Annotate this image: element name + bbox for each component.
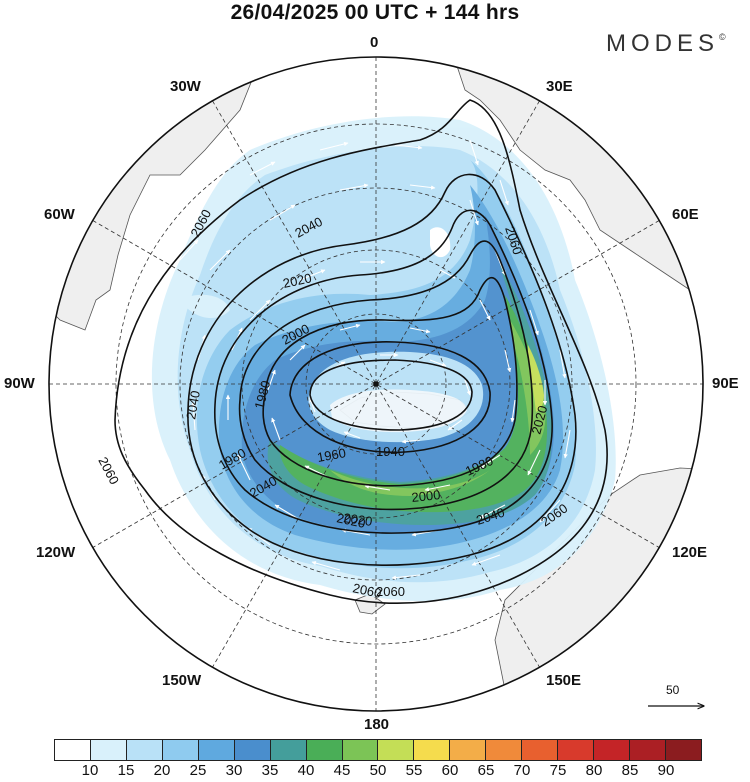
- contour-2040: [187, 173, 577, 566]
- colorbar-segment: [486, 740, 523, 760]
- brand-mark: ©: [719, 32, 726, 42]
- colorbar-segment: [342, 740, 379, 760]
- contour-label: 1940: [376, 444, 405, 459]
- colorbar-tick-label: 40: [297, 762, 315, 779]
- lon-label-120e: 120E: [672, 544, 708, 561]
- contour-label: 2040: [183, 389, 203, 420]
- colorbar-segment: [90, 740, 127, 760]
- contour-2060: [114, 99, 608, 604]
- shade-40-45: [279, 295, 548, 513]
- colorbar-segment: [558, 740, 595, 760]
- colorbar-labels: 10 15 20 25 30 35 40 45 50 55 60 65 70 75 80 85 90: [54, 762, 702, 782]
- lon-label-150e: 150E: [546, 672, 582, 689]
- colorbar-segment: [234, 740, 271, 760]
- colorbar-tick-label: 45: [333, 762, 351, 779]
- map-disk: 2060 2040 2020 2000 1980 1960 1940 2060 …: [49, 57, 703, 711]
- lon-label-60w: 60W: [44, 206, 75, 223]
- colorbar-tick-label: 20: [153, 762, 171, 779]
- contour-label: 2060: [376, 584, 405, 599]
- colorbar-segment: [414, 740, 451, 760]
- colorbar-tick-label: 55: [405, 762, 423, 779]
- colorbar-segment: [450, 740, 487, 760]
- lon-label-60e: 60E: [672, 206, 699, 223]
- colorbar-segment: [270, 740, 307, 760]
- colorbar-segment: [306, 740, 343, 760]
- height-contours: [114, 99, 608, 604]
- colorbar-tick-label: 85: [621, 762, 639, 779]
- lon-label-90w: 90W: [4, 375, 35, 392]
- contour-2000: [238, 240, 534, 511]
- colorbar-segment: [522, 740, 559, 760]
- lon-label-90e: 90E: [712, 375, 739, 392]
- map-title: 26/04/2025 00 UTC + 144 hrs: [230, 1, 520, 24]
- colorbar-tick-label: 60: [441, 762, 459, 779]
- contour-2020: [214, 209, 553, 534]
- shade-patch-northwest: [180, 294, 230, 319]
- contour-1960: [289, 341, 491, 454]
- contour-label: 2000: [411, 487, 441, 505]
- reference-vector-arrow: [648, 686, 714, 716]
- contour-label: 2060: [351, 580, 382, 601]
- colorbar-segment: [378, 740, 415, 760]
- colorbar-segment: [162, 740, 199, 760]
- colorbar-tick-label: 10: [81, 762, 99, 779]
- colorbar-tick-label: 80: [585, 762, 603, 779]
- colorbar-tick-label: 70: [513, 762, 531, 779]
- shade-45-50-south: [330, 470, 490, 496]
- lon-label-180: 180: [364, 716, 390, 733]
- brand-logo: MODES©: [606, 30, 726, 58]
- lon-label-120w: 120W: [36, 544, 76, 561]
- pole-point: [373, 381, 379, 387]
- lon-label-0: 0: [370, 34, 379, 51]
- colorbar-segment: [594, 740, 630, 760]
- colorbar: [54, 739, 702, 761]
- colorbar-tick-label: 30: [225, 762, 243, 779]
- colorbar-segment: [126, 740, 163, 760]
- colorbar-tick-label: 50: [369, 762, 387, 779]
- lon-label-30w: 30W: [170, 78, 201, 95]
- colorbar-tick-label: 90: [657, 762, 675, 779]
- contour-label: 2020: [528, 404, 550, 436]
- contour-label: 2020: [282, 270, 313, 291]
- colorbar-tick-label: 75: [549, 762, 567, 779]
- colorbar-segment: [665, 740, 701, 760]
- brand-name: MODES: [606, 30, 720, 57]
- map-boundary: [48, 56, 704, 712]
- contour-label: 2020: [335, 510, 366, 531]
- shade-core-white: [330, 389, 467, 433]
- colorbar-segment: [198, 740, 235, 760]
- shade-45-50: [510, 320, 546, 455]
- colorbar-tick-label: 25: [189, 762, 207, 779]
- contour-label: 2020: [343, 510, 374, 529]
- polar-map: 2060 2040 2020 2000 1980 1960 1940 2060 …: [48, 56, 704, 712]
- wind-shading: [151, 116, 616, 602]
- contour-1940: [309, 359, 473, 431]
- shade-50-55: [528, 345, 544, 412]
- colorbar-tick-label: 65: [477, 762, 495, 779]
- reference-vector-label: 50: [666, 683, 680, 697]
- contour-label: 1980: [251, 379, 273, 411]
- lon-label-30e: 30E: [546, 78, 573, 95]
- shade-35-40: [267, 265, 552, 525]
- colorbar-tick-label: 15: [117, 762, 135, 779]
- shade-patch-north: [430, 227, 451, 258]
- contour-1980: [262, 276, 518, 487]
- lon-label-150w: 150W: [162, 672, 202, 689]
- contour-label: 1960: [316, 445, 347, 465]
- colorbar-segment: [55, 740, 91, 760]
- colorbar-tick-label: 35: [261, 762, 279, 779]
- colorbar-segment: [630, 740, 666, 760]
